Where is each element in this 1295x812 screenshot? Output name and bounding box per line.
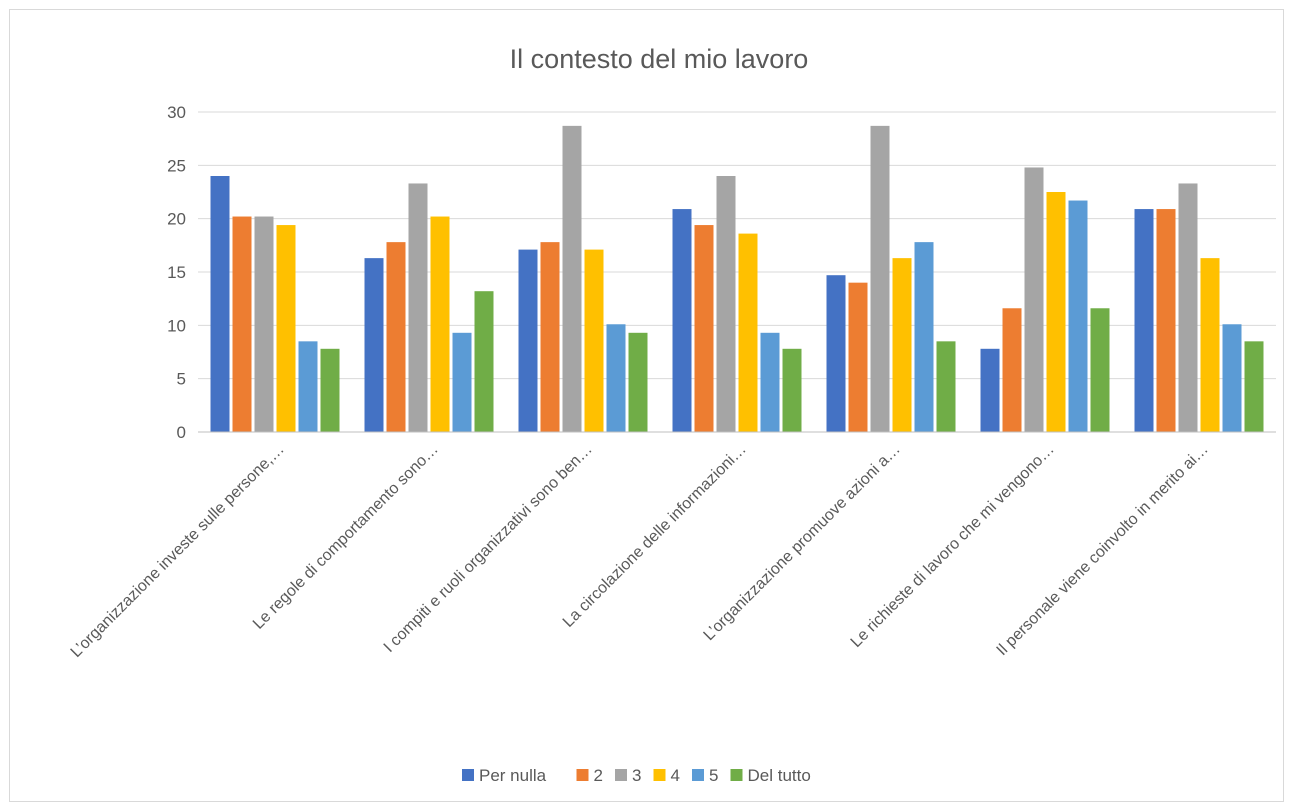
bar: [848, 282, 868, 432]
x-tick-label: L’organizzazione investe sulle persone,…: [68, 441, 288, 661]
legend-item: 4: [653, 766, 680, 785]
bar: [474, 291, 494, 432]
bar: [694, 225, 714, 432]
legend-swatch: [653, 769, 666, 781]
bar: [210, 176, 230, 432]
legend-swatch: [576, 769, 589, 781]
bar: [276, 225, 296, 432]
bar: [1222, 324, 1242, 432]
bar: [892, 258, 912, 432]
bar: [672, 209, 692, 432]
bars: [210, 125, 1264, 432]
legend-item: 3: [615, 766, 641, 785]
legend-swatch: [615, 769, 627, 781]
bar-chart: Il contesto del mio lavoro 051015202530 …: [68, 44, 1276, 785]
bar: [386, 242, 406, 432]
bar: [1134, 209, 1154, 432]
legend-item: Del tutto: [730, 766, 811, 785]
bar: [760, 332, 780, 432]
chart-title: Il contesto del mio lavoro: [510, 44, 809, 74]
y-tick-label: 25: [167, 156, 186, 175]
bar: [540, 242, 560, 432]
x-tick-label: Le regole di comportamento sono…: [250, 441, 442, 633]
bar: [254, 216, 274, 432]
legend-swatch: [462, 769, 474, 781]
bar: [936, 341, 956, 432]
y-tick-label: 15: [167, 263, 186, 282]
bar: [782, 348, 802, 432]
legend-item: 5: [692, 766, 718, 785]
x-axis-labels: L’organizzazione investe sulle persone,……: [68, 441, 1212, 661]
bar: [716, 176, 736, 432]
legend-label: Del tutto: [748, 766, 811, 785]
bar: [1200, 258, 1220, 432]
bar: [364, 258, 384, 432]
legend-item: 2: [576, 766, 603, 785]
bar: [606, 324, 626, 432]
bar: [1090, 308, 1110, 432]
bar: [628, 332, 648, 432]
bar: [1178, 183, 1198, 432]
y-tick-label: 5: [177, 370, 186, 389]
y-axis-ticks: 0 5 10 15 20 25 30: [167, 103, 186, 442]
bar: [430, 216, 450, 432]
bar: [562, 125, 582, 432]
x-tick-label: La circolazione delle informazioni…: [560, 441, 750, 631]
bar: [408, 183, 428, 432]
legend-item: Per nulla: [462, 766, 547, 785]
y-tick-label: 20: [167, 210, 186, 229]
bar: [1002, 308, 1022, 432]
legend: Per nulla 2 3 4 5 Del tutto: [462, 766, 811, 785]
legend-swatch: [692, 769, 704, 781]
bar: [1156, 209, 1176, 432]
bar: [980, 348, 1000, 432]
y-tick-label: 30: [167, 103, 186, 122]
bar: [738, 233, 758, 432]
bar: [826, 275, 846, 432]
bar: [1024, 167, 1044, 432]
bar: [298, 341, 318, 432]
bar: [232, 216, 252, 432]
y-tick-label: 0: [177, 423, 186, 442]
legend-label: 5: [709, 766, 718, 785]
legend-swatch: [730, 769, 743, 781]
legend-label: 2: [594, 766, 603, 785]
gridlines: [198, 111, 1276, 380]
bar: [320, 348, 340, 432]
legend-label: 4: [671, 766, 680, 785]
y-tick-label: 10: [167, 316, 186, 335]
chart-area: Il contesto del mio lavoro 0 5 10 15 20 25 30 …: [9, 9, 1284, 802]
bar: [1068, 200, 1088, 432]
bar: [1046, 192, 1066, 432]
legend-label: 3: [632, 766, 641, 785]
bar: [914, 242, 934, 432]
bar: [1244, 341, 1264, 432]
bar: [452, 332, 472, 432]
legend-label: Per nulla: [479, 766, 547, 785]
bar: [870, 125, 890, 432]
bar: [518, 249, 538, 432]
bar: [584, 249, 604, 432]
